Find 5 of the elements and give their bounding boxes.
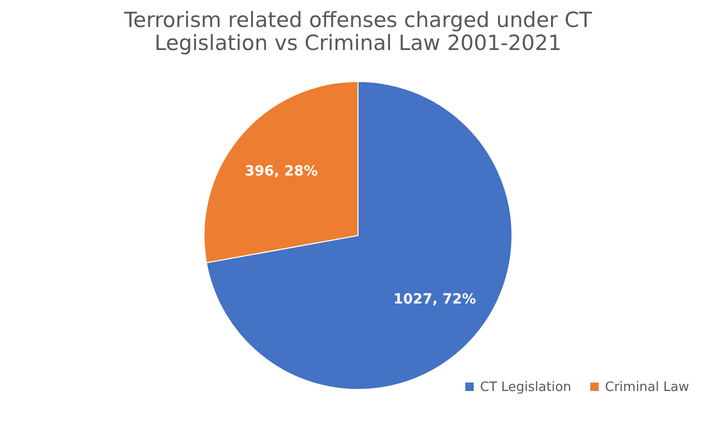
data-label: 1027, 72% — [393, 292, 476, 308]
data-label: 396, 28% — [244, 163, 318, 180]
legend-label: CT Legislation — [480, 380, 572, 395]
chart-title: Terrorism related offenses charged under CT Legislation vs Criminal Law 2001-2021 — [123, 8, 592, 55]
legend-label: Criminal Law — [605, 380, 690, 395]
